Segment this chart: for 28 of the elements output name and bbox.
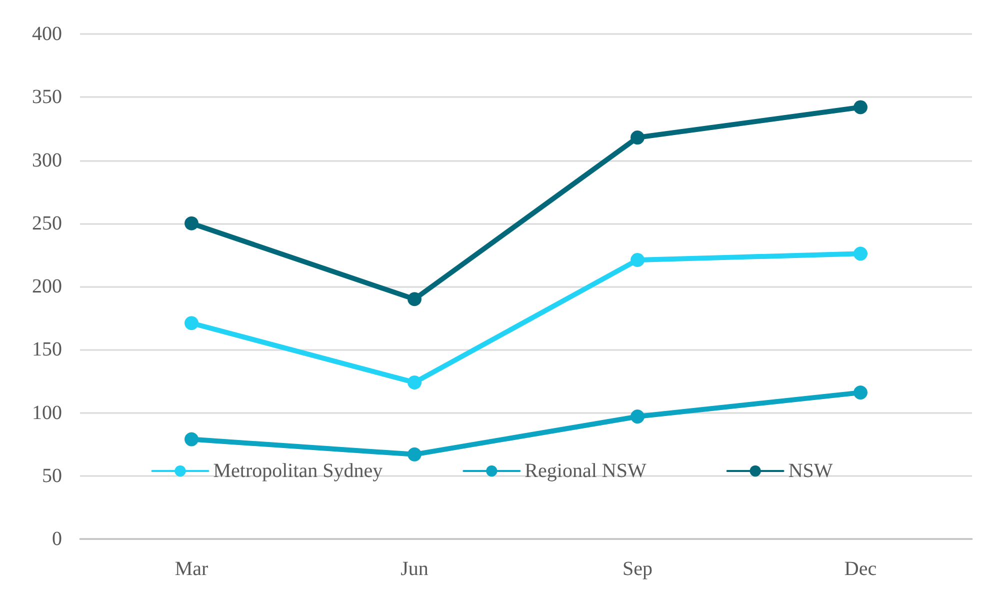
x-tick-label: Mar (174, 558, 208, 580)
legend-label: Metropolitan Sydney (213, 460, 383, 482)
point (408, 447, 422, 462)
y-tick-label: 250 (32, 212, 62, 234)
y-tick-label: 0 (52, 528, 62, 550)
point (184, 216, 198, 230)
y-tick-label: 200 (32, 276, 62, 298)
point (630, 252, 644, 267)
point (184, 432, 198, 446)
y-tick-label: 50 (42, 464, 62, 487)
point (854, 100, 868, 114)
x-tick-label: Sep (622, 558, 652, 580)
y-tick-label: 100 (32, 402, 62, 424)
y-tick-label: 400 (32, 23, 62, 45)
legend-label: NSW (788, 460, 833, 482)
point (854, 386, 868, 400)
y-tick-label: 150 (32, 338, 62, 361)
point (408, 292, 422, 306)
y-tick-label: 350 (32, 86, 62, 108)
point (630, 130, 644, 145)
point (184, 316, 198, 330)
legend-label: Regional NSW (524, 460, 646, 482)
point (408, 375, 422, 390)
point (854, 246, 868, 261)
point (630, 410, 644, 424)
x-tick-label: Dec (844, 558, 877, 580)
y-tick-label: 300 (32, 149, 62, 172)
x-tick-label: Jun (400, 558, 428, 580)
